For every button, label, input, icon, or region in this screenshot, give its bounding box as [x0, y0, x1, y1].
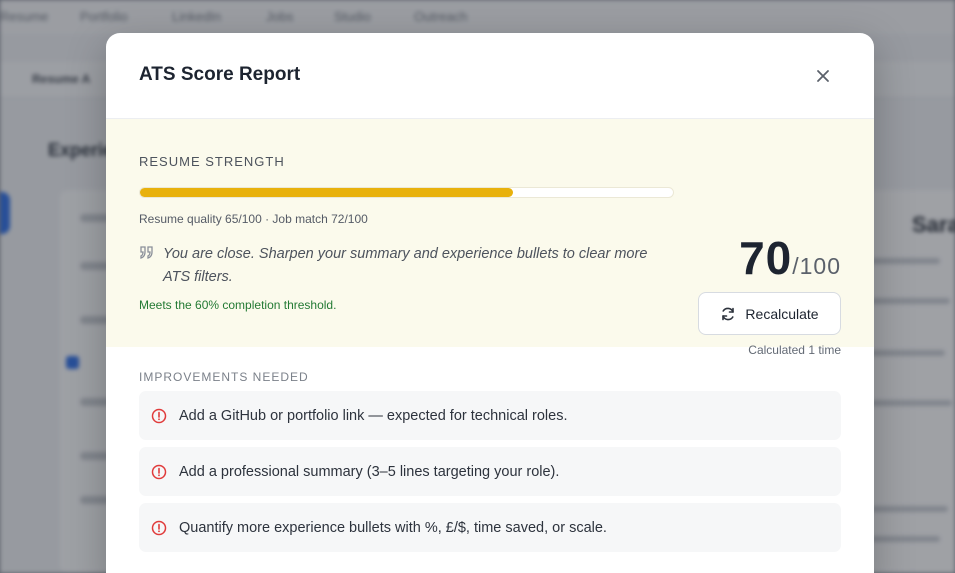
background-checkbox — [66, 356, 79, 369]
calculated-count: Calculated 1 time — [748, 343, 841, 357]
top-nav: Resume Portfolio LinkedIn Jobs Studio Ou… — [0, 0, 955, 34]
nav-item: LinkedIn — [172, 9, 222, 24]
nav-item: Resume — [0, 9, 49, 24]
close-button[interactable] — [810, 63, 836, 89]
recalculate-label: Recalculate — [745, 305, 819, 322]
nav-item: Outreach — [414, 9, 468, 24]
score-value: 70 — [739, 232, 793, 284]
nav-item: Jobs — [266, 9, 294, 24]
score-total: /100 — [792, 253, 841, 279]
nav-item: Portfolio — [80, 9, 128, 24]
alert-circle-icon — [151, 464, 167, 479]
background-side-tab — [0, 192, 10, 234]
strength-progress-bar — [139, 187, 674, 198]
improvements-list: Add a GitHub or portfolio link — expecte… — [139, 391, 841, 559]
modal-title: ATS Score Report — [139, 64, 301, 85]
background-preview: Sara — [860, 190, 955, 573]
improvement-item: Add a professional summary (3–5 lines ta… — [139, 447, 841, 496]
improvements-label: IMPROVEMENTS NEEDED — [139, 370, 309, 384]
ats-score-modal: ATS Score Report RESUME STRENGTH Resume … — [106, 33, 874, 573]
quote-icon — [140, 246, 153, 259]
quality-summary: Resume quality 65/100 · Job match 72/100 — [139, 212, 368, 226]
improvement-text: Add a GitHub or portfolio link — expecte… — [179, 407, 568, 424]
strength-progress-fill — [140, 188, 514, 197]
subnav-label: Resume A — [32, 72, 91, 86]
resume-strength-section: RESUME STRENGTH Resume quality 65/100 · … — [106, 119, 874, 357]
strength-quote: You are close. Sharpen your summary and … — [163, 246, 648, 285]
background-preview-name: Sara — [912, 212, 955, 237]
score-display: 70/100 — [666, 231, 841, 285]
improvement-item: Quantify more experience bullets with %,… — [139, 503, 841, 552]
alert-circle-icon — [151, 408, 167, 423]
improvement-text: Quantify more experience bullets with %,… — [179, 519, 607, 536]
recalculate-button[interactable]: Recalculate — [698, 292, 841, 335]
threshold-note: Meets the 60% completion threshold. — [139, 298, 337, 312]
improvement-text: Add a professional summary (3–5 lines ta… — [179, 463, 560, 480]
nav-item: Studio — [334, 9, 371, 24]
refresh-icon — [722, 307, 735, 320]
improvement-item: Add a GitHub or portfolio link — expecte… — [139, 391, 841, 440]
alert-circle-icon — [151, 520, 167, 535]
modal-header: ATS Score Report — [106, 33, 874, 119]
close-icon — [817, 70, 829, 82]
resume-strength-label: RESUME STRENGTH — [139, 154, 285, 169]
